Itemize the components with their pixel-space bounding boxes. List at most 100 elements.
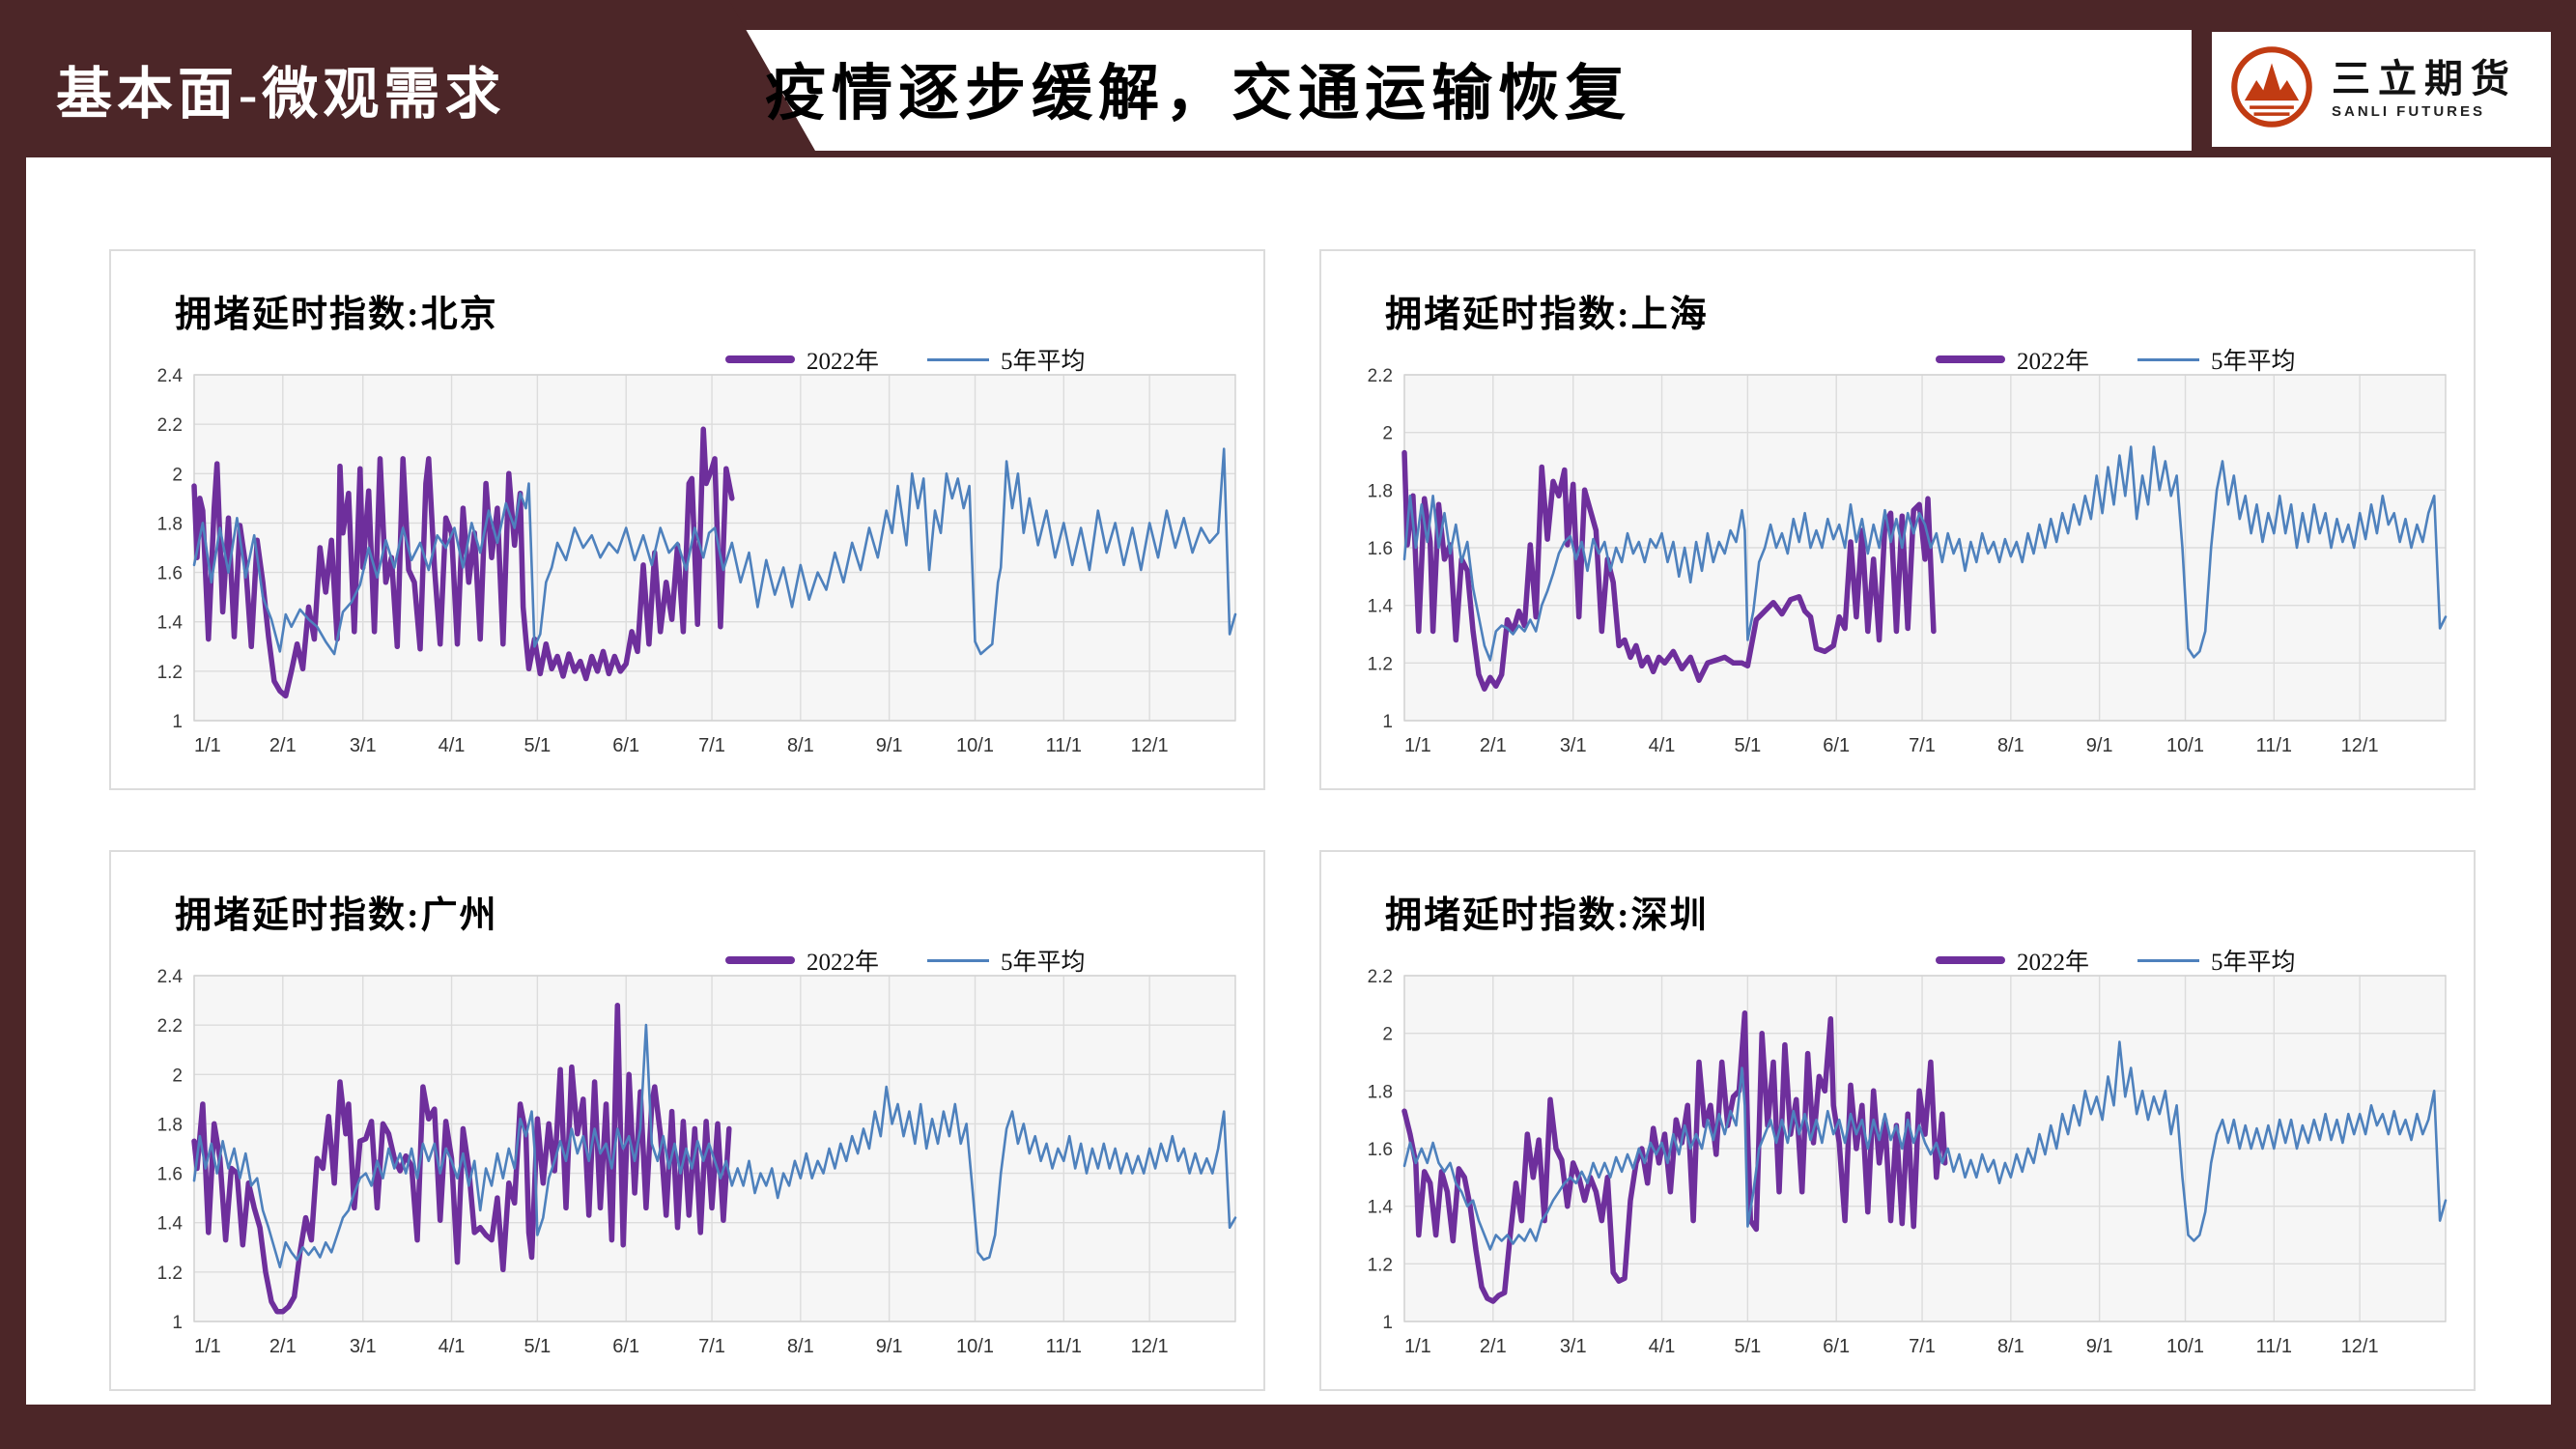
- svg-text:8/1: 8/1: [787, 735, 814, 756]
- logo-card: 三立期货 SANLI FUTURES: [2212, 32, 2552, 147]
- chart-title-shanghai: 拥堵延时指数:上海: [1385, 295, 1709, 335]
- svg-text:7/1: 7/1: [698, 735, 725, 756]
- frame-right-border: [2551, 0, 2576, 1449]
- header-underline: [0, 151, 2576, 157]
- congestion-chart-shenzhen: 1 1.2 1.4 1.6 1.8 2 2.2 1/1 2/1 3/1 4/1 5/1 6/1 7/1 8/…: [1368, 967, 2448, 1357]
- legend-swatch-2022-icon: [725, 355, 795, 363]
- legend-swatch-avg-icon: [2137, 958, 2200, 962]
- svg-text:1/1: 1/1: [1404, 735, 1431, 756]
- svg-text:12/1: 12/1: [1131, 1336, 1169, 1357]
- svg-text:1.6: 1.6: [157, 1165, 183, 1185]
- svg-text:1/1: 1/1: [194, 735, 221, 756]
- svg-text:9/1: 9/1: [2086, 1336, 2113, 1357]
- svg-text:1.4: 1.4: [157, 613, 184, 634]
- svg-text:7/1: 7/1: [1909, 735, 1936, 756]
- legend-swatch-avg-icon: [927, 958, 990, 962]
- legend-label-2022: 2022年: [807, 950, 880, 976]
- svg-text:1.8: 1.8: [157, 1115, 183, 1135]
- chart-legend: 2022年 5年平均: [725, 943, 1086, 978]
- svg-text:9/1: 9/1: [2086, 735, 2113, 756]
- svg-text:1.8: 1.8: [157, 514, 183, 534]
- frame-bottom-border: [0, 1405, 2576, 1449]
- svg-text:7/1: 7/1: [698, 1336, 725, 1357]
- congestion-chart-guangzhou: 1 1.2 1.4 1.6 1.8 2 2.2 2.4 1/1 2/1 3/1 4/1 5/1 6/1 7/…: [157, 967, 1237, 1357]
- svg-text:11/1: 11/1: [2256, 1336, 2292, 1357]
- chart-title-shenzhen: 拥堵延时指数:深圳: [1385, 895, 1709, 936]
- svg-text:2.2: 2.2: [157, 415, 183, 436]
- svg-text:6/1: 6/1: [612, 735, 639, 756]
- chart-legend: 2022年 5年平均: [725, 342, 1086, 377]
- svg-text:1: 1: [172, 712, 183, 732]
- svg-text:12/1: 12/1: [2341, 1336, 2379, 1357]
- logo-cn-text: 三立期货: [2332, 57, 2517, 100]
- svg-text:2.4: 2.4: [157, 366, 184, 386]
- chart-card-shanghai: 拥堵延时指数:上海 2022年 5年平均 1 1.2 1.4 1.6 1.8 2 2.2 1/…: [1319, 249, 2476, 790]
- svg-text:2.2: 2.2: [1368, 967, 1393, 987]
- section-banner-title: 基本面-微观需求: [56, 63, 506, 126]
- svg-text:11/1: 11/1: [2256, 735, 2292, 756]
- svg-text:5/1: 5/1: [1734, 1336, 1761, 1357]
- sanli-mountain-logo-icon: [2229, 44, 2314, 134]
- legend-swatch-avg-icon: [927, 357, 990, 361]
- page-title: 疫情逐步缓解，交通运输恢复: [765, 60, 1631, 128]
- svg-text:2/1: 2/1: [269, 735, 297, 756]
- legend-label-2022: 2022年: [807, 349, 880, 375]
- svg-text:12/1: 12/1: [1131, 735, 1169, 756]
- svg-text:1.8: 1.8: [1368, 1082, 1393, 1102]
- svg-text:2.4: 2.4: [157, 967, 184, 987]
- legend-label-avg: 5年平均: [1001, 950, 1086, 976]
- legend-swatch-2022-icon: [1936, 355, 2005, 363]
- chart-legend: 2022年 5年平均: [1936, 943, 2296, 978]
- svg-text:1.4: 1.4: [1368, 1198, 1394, 1218]
- chart-legend: 2022年 5年平均: [1936, 342, 2296, 377]
- svg-text:1.6: 1.6: [1368, 1140, 1393, 1160]
- svg-text:1.4: 1.4: [157, 1214, 184, 1235]
- svg-text:4/1: 4/1: [1649, 735, 1676, 756]
- legend-label-avg: 5年平均: [2211, 950, 2296, 976]
- svg-text:2.2: 2.2: [1368, 366, 1393, 386]
- svg-text:1.2: 1.2: [1368, 1255, 1393, 1275]
- svg-text:1.4: 1.4: [1368, 597, 1394, 617]
- legend-label-2022: 2022年: [2017, 349, 2090, 375]
- svg-text:10/1: 10/1: [956, 735, 994, 756]
- svg-text:1: 1: [172, 1313, 183, 1333]
- svg-text:1/1: 1/1: [1404, 1336, 1431, 1357]
- svg-text:1.2: 1.2: [1368, 654, 1393, 674]
- slide-header: 基本面-微观需求 疫情逐步缓解，交通运输恢复 三立期货 SANLI FUTURE…: [0, 0, 2576, 157]
- svg-text:7/1: 7/1: [1909, 1336, 1936, 1357]
- svg-text:3/1: 3/1: [350, 1336, 377, 1357]
- svg-text:1.8: 1.8: [1368, 481, 1393, 501]
- congestion-chart-beijing: 1 1.2 1.4 1.6 1.8 2 2.2 2.4 1/1 2/1 3/1 4/1 5/1 6/1 7/…: [157, 366, 1237, 756]
- chart-title-beijing: 拥堵延时指数:北京: [175, 295, 498, 335]
- svg-text:2: 2: [172, 465, 183, 485]
- svg-text:3/1: 3/1: [350, 735, 377, 756]
- svg-text:8/1: 8/1: [1997, 735, 2024, 756]
- svg-text:2: 2: [1382, 424, 1393, 444]
- svg-text:2/1: 2/1: [269, 1336, 297, 1357]
- svg-text:1.6: 1.6: [157, 564, 183, 584]
- svg-text:6/1: 6/1: [612, 1336, 639, 1357]
- svg-text:2.2: 2.2: [157, 1016, 183, 1037]
- chart-card-guangzhou: 拥堵延时指数:广州 2022年 5年平均 1 1.2 1.4 1.6 1.8 2 2.2 2.…: [109, 850, 1265, 1391]
- legend-swatch-2022-icon: [1936, 956, 2005, 964]
- legend-swatch-avg-icon: [2137, 357, 2200, 361]
- legend-label-avg: 5年平均: [2211, 349, 2296, 375]
- section-banner: [0, 0, 819, 157]
- svg-text:6/1: 6/1: [1823, 735, 1850, 756]
- svg-text:3/1: 3/1: [1560, 1336, 1587, 1357]
- logo-en-text: SANLI FUTURES: [2332, 103, 2485, 120]
- svg-text:2: 2: [1382, 1025, 1393, 1045]
- svg-text:1/1: 1/1: [194, 1336, 221, 1357]
- svg-text:2/1: 2/1: [1480, 1336, 1507, 1357]
- svg-text:5/1: 5/1: [524, 1336, 551, 1357]
- svg-text:2/1: 2/1: [1480, 735, 1507, 756]
- svg-text:4/1: 4/1: [439, 735, 466, 756]
- svg-text:2: 2: [172, 1065, 183, 1086]
- svg-text:11/1: 11/1: [1046, 1336, 1082, 1357]
- svg-text:10/1: 10/1: [2166, 735, 2204, 756]
- svg-text:1: 1: [1382, 712, 1393, 732]
- svg-text:11/1: 11/1: [1046, 735, 1082, 756]
- chart-card-shenzhen: 拥堵延时指数:深圳 2022年 5年平均 1 1.2 1.4 1.6 1.8 2 2.2 1/…: [1319, 850, 2476, 1391]
- svg-text:1: 1: [1382, 1313, 1393, 1333]
- svg-text:4/1: 4/1: [1649, 1336, 1676, 1357]
